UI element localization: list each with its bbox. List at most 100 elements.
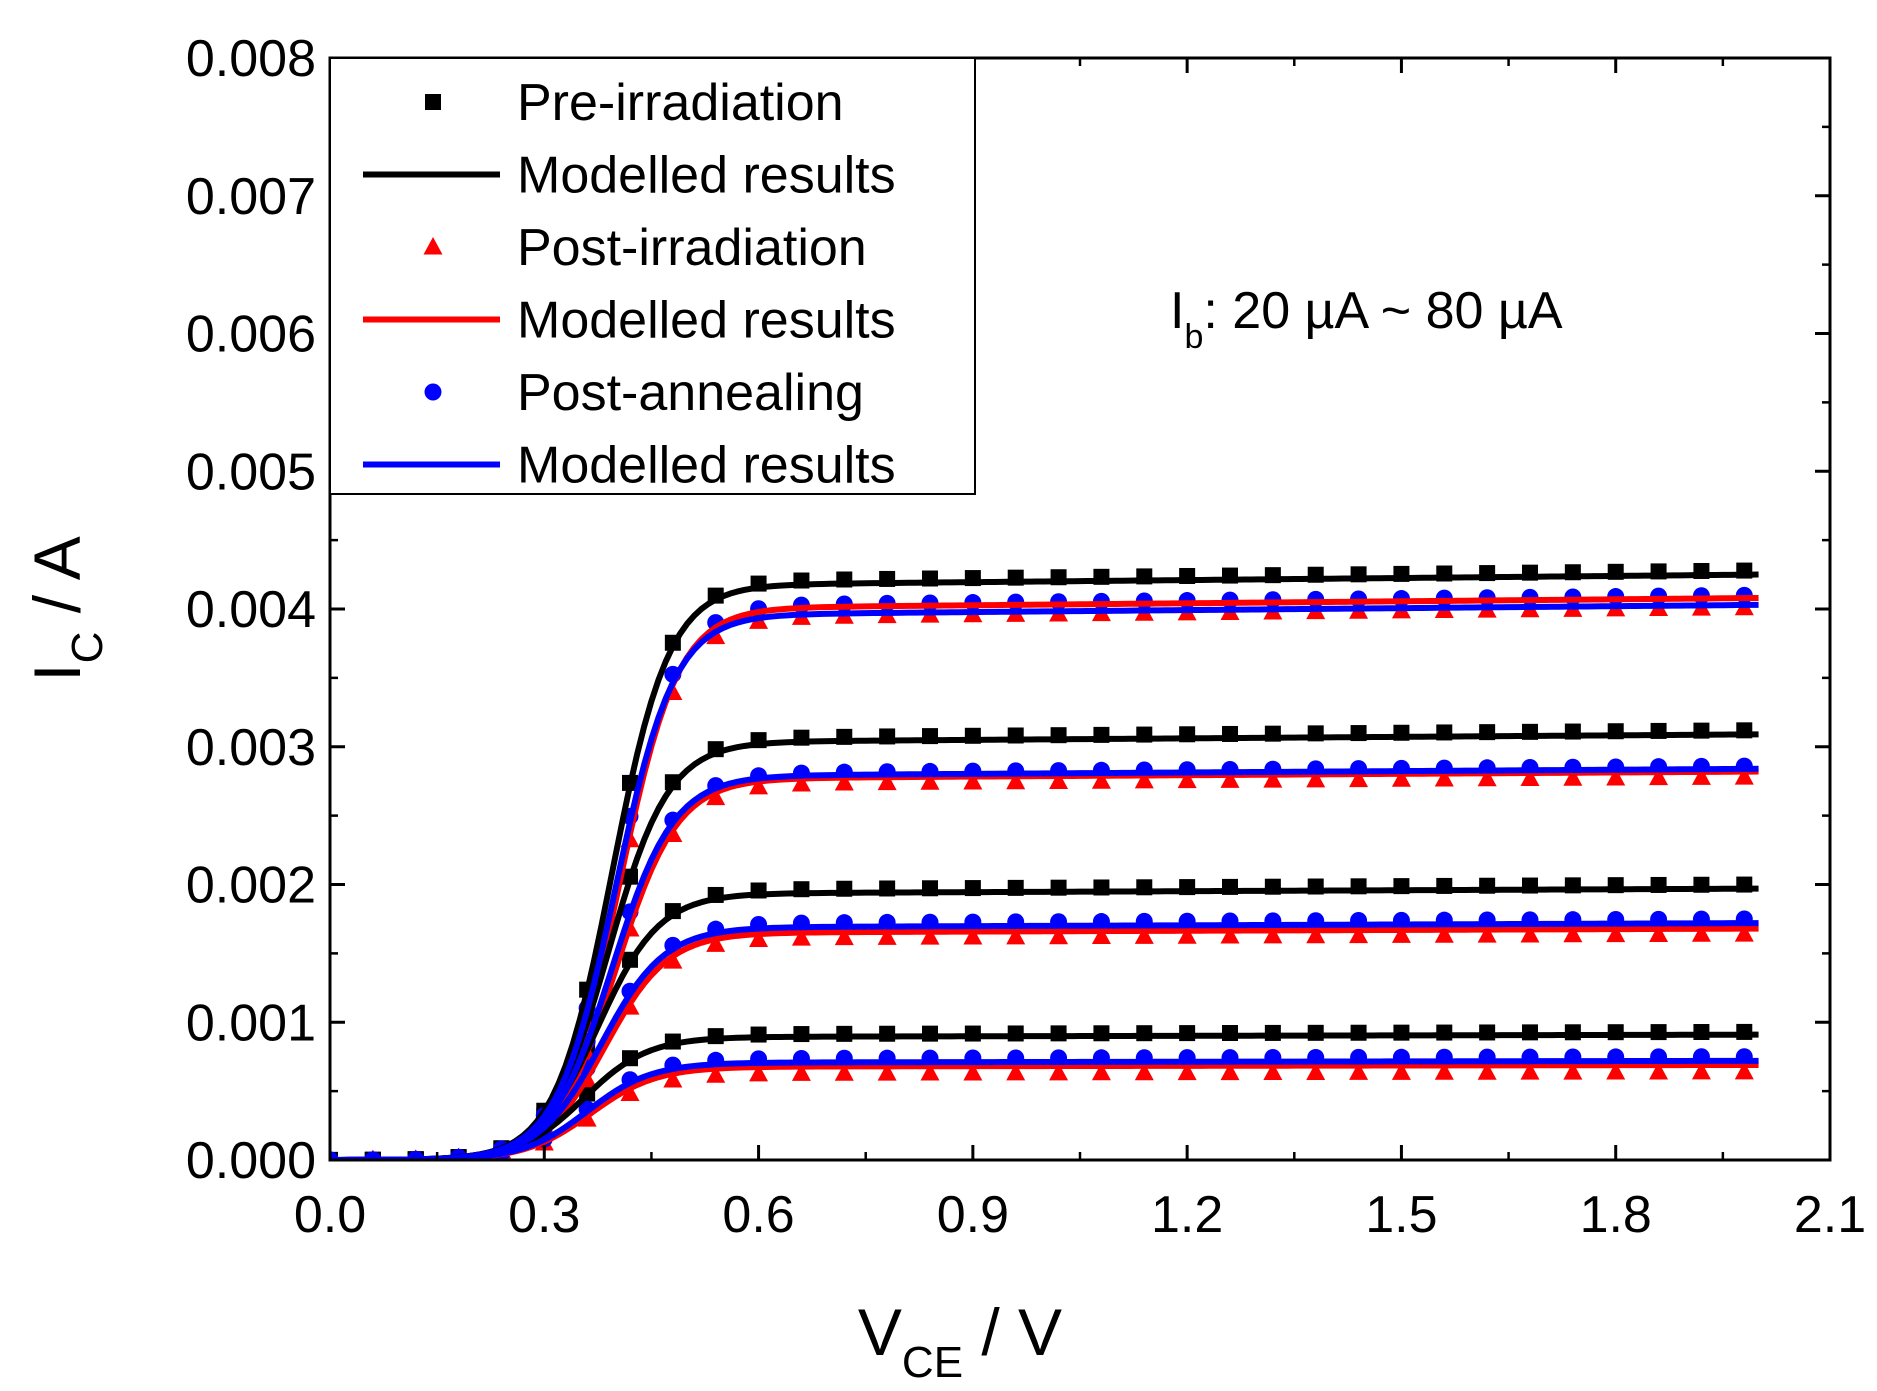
series-2-curve-0-point-27 xyxy=(1477,1062,1497,1080)
series-2-curve-0-point-14 xyxy=(920,1063,940,1081)
y-axis-label: IC / A xyxy=(20,536,112,682)
legend-entry-2: Post-irradiation xyxy=(423,219,867,277)
series-2-curve-0-point-17 xyxy=(1049,1062,1069,1081)
series-1-curve-0-line xyxy=(330,1031,1759,1160)
series-2-curve-0-point-9 xyxy=(706,1065,726,1083)
series-2-curve-2-point-27 xyxy=(1477,768,1497,787)
legend-label: Modelled results xyxy=(517,147,896,205)
series-2-curve-2-point-32 xyxy=(1691,767,1711,785)
series-2-curve-2-point-26 xyxy=(1434,769,1454,787)
series-2-curve-2-point-17 xyxy=(1049,771,1069,789)
series-2-curve-0-point-29 xyxy=(1563,1062,1583,1080)
x-tick-label: 1.8 xyxy=(1580,1186,1652,1244)
x-tick-label: 0.0 xyxy=(294,1186,366,1244)
legend-marker-swatch xyxy=(424,383,442,401)
series-2-curve-1-point-12 xyxy=(834,927,854,946)
y-tick-label: 0.007 xyxy=(186,168,316,226)
y-tick-label: 0.003 xyxy=(186,719,316,777)
series-2-curve-1-point-15 xyxy=(963,927,983,945)
ib-annotation-sub: b xyxy=(1184,318,1203,356)
series-2-curve-0-point-32 xyxy=(1691,1061,1711,1080)
series-2-curve-0-point-28 xyxy=(1520,1062,1540,1080)
y-tick-label: 0.002 xyxy=(186,857,316,915)
series-1-curve-3-line xyxy=(330,571,1759,1160)
legend-label: Modelled results xyxy=(517,437,896,495)
series-2-curve-2-point-30 xyxy=(1606,767,1626,786)
series-2-curve-2-point-14 xyxy=(920,772,940,790)
series-layer xyxy=(330,562,1759,1160)
x-axis-label: VCE / V xyxy=(858,1295,1062,1387)
series-2-curve-1-point-33 xyxy=(1734,924,1754,942)
tick-label-layer: 0.0 0.3 0.6 0.9 1.2 1.5 1.8 2.1 0.000 0.001 0.002 0… xyxy=(186,30,1866,1244)
series-2-curve-1-point-20 xyxy=(1177,926,1197,944)
legend-entry-0: Pre-irradiation xyxy=(425,74,844,132)
y-tick-label: 0.006 xyxy=(186,306,316,364)
legend-label: Post-irradiation xyxy=(517,219,867,277)
y-tick-label: 0.005 xyxy=(186,443,316,501)
series-2-curve-2-point-22 xyxy=(1263,770,1283,788)
series-2-curve-0-point-21 xyxy=(1220,1062,1240,1081)
series-2-curve-0-point-25 xyxy=(1391,1062,1411,1080)
y-tick-label: 0.001 xyxy=(186,994,316,1052)
series-2-curve-0-point-7 xyxy=(620,1083,640,1102)
series-2-curve-2-point-15 xyxy=(963,772,983,790)
series-2-curve-0-point-19 xyxy=(1134,1062,1154,1081)
y-axis-label-rest: / A xyxy=(20,536,94,631)
series-2-curve-1-point-30 xyxy=(1606,924,1626,943)
series-5 xyxy=(330,601,1759,1160)
x-axis-label-main: V xyxy=(858,1295,902,1369)
series-2-curve-1-point-9 xyxy=(706,934,726,952)
x-tick-label: 1.5 xyxy=(1365,1186,1437,1244)
legend-entry-4: Post-annealing xyxy=(424,364,864,422)
series-2-curve-1-point-28 xyxy=(1520,924,1540,943)
series-2-curve-0-point-13 xyxy=(877,1063,897,1081)
x-tick-label: 0.3 xyxy=(508,1186,580,1244)
legend-entry-5: Modelled results xyxy=(363,437,896,495)
series-2-curve-2-point-13 xyxy=(877,772,897,791)
legend-label: Post-annealing xyxy=(517,364,864,422)
legend-box xyxy=(329,57,976,495)
series-2-curve-0-point-12 xyxy=(834,1063,854,1081)
series-5-curve-2-line xyxy=(330,765,1759,1160)
series-2-curve-0-point-30 xyxy=(1606,1062,1626,1080)
legend-label: Pre-irradiation xyxy=(517,74,844,132)
series-2-curve-1-point-23 xyxy=(1306,925,1326,944)
series-2-curve-0-point-20 xyxy=(1177,1062,1197,1081)
series-2-curve-0-point-15 xyxy=(963,1062,983,1081)
series-2-curve-1-point-26 xyxy=(1434,925,1454,943)
series-2-curve-0-point-22 xyxy=(1263,1062,1283,1081)
series-2-curve-2-point-11 xyxy=(791,773,811,792)
series-2-curve-0-point-10 xyxy=(749,1063,769,1082)
legend-marker-swatch xyxy=(423,237,443,255)
series-2-curve-1-point-31 xyxy=(1649,924,1669,942)
series-3-curve-1-line xyxy=(330,925,1759,1160)
series-2-curve-1-point-10 xyxy=(749,929,769,947)
series-2-curve-1-point-25 xyxy=(1391,925,1411,943)
series-5-curve-3-line xyxy=(330,601,1759,1160)
ib-annotation: Ib: 20 µA ~ 80 µA xyxy=(1170,282,1563,356)
series-2-curve-1-point-24 xyxy=(1349,925,1369,944)
x-tick-label: 2.1 xyxy=(1794,1186,1866,1244)
series-2-curve-1-point-18 xyxy=(1091,926,1111,945)
series-2-curve-2-point-16 xyxy=(1006,771,1026,790)
series-2-curve-0-point-33 xyxy=(1734,1061,1754,1080)
series-2-curve-1-point-16 xyxy=(1006,926,1026,945)
series-5-curve-0-line xyxy=(330,1057,1759,1160)
series-2-curve-2-point-18 xyxy=(1091,771,1111,789)
series-2-curve-1-point-13 xyxy=(877,927,897,945)
y-tick-label: 0.000 xyxy=(186,1132,316,1190)
series-2-curve-1-point-11 xyxy=(791,928,811,946)
series-2-curve-0-point-18 xyxy=(1091,1062,1111,1081)
ib-annotation-main: I xyxy=(1170,282,1184,340)
series-2-curve-1-point-14 xyxy=(920,927,940,945)
series-2-curve-1-point-21 xyxy=(1220,926,1240,944)
series-2-curve-2-point-19 xyxy=(1134,770,1154,789)
series-2-curve-1-point-27 xyxy=(1477,925,1497,943)
series-2-curve-2-point-10 xyxy=(749,776,769,795)
series-2-curve-2-point-21 xyxy=(1220,770,1240,788)
series-2-curve-0-point-16 xyxy=(1006,1062,1026,1081)
series-2-curve-0-point-8 xyxy=(663,1069,683,1088)
y-axis-label-main: I xyxy=(20,663,94,681)
legend-label: Modelled results xyxy=(517,292,896,350)
y-tick-label: 0.008 xyxy=(186,30,316,88)
